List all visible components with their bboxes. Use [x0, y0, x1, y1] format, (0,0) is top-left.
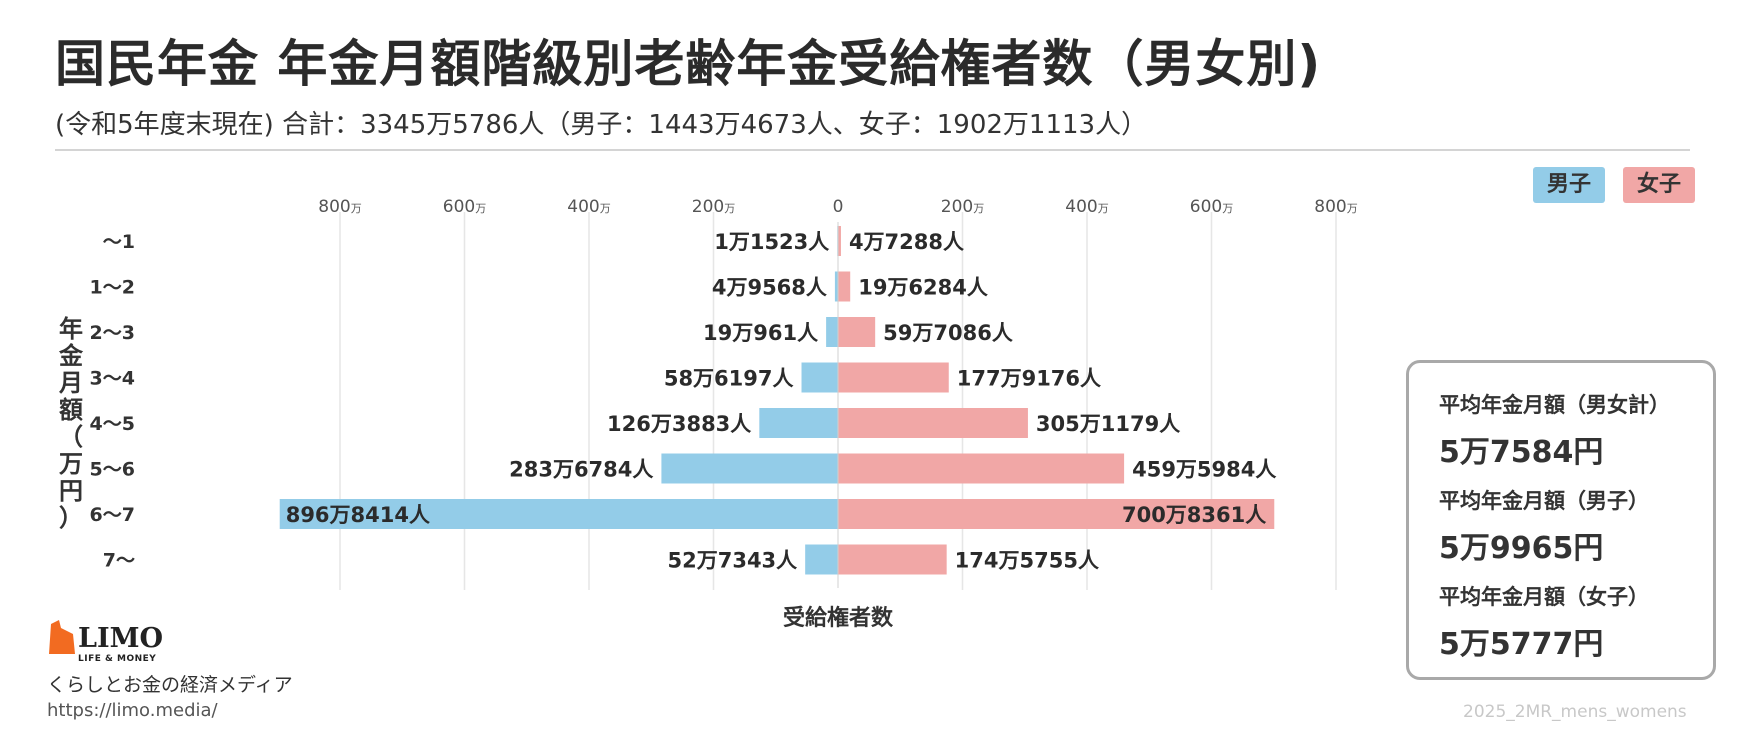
bar-male [661, 453, 838, 484]
logo-subtext: LIFE & MONEY [78, 654, 157, 664]
bar-female [838, 362, 949, 393]
data-label-male: 52万7343人 [668, 549, 798, 573]
avg-total-value: 5万7584円 [1439, 435, 1604, 470]
bar-female [838, 226, 841, 256]
x-tick-label: 200万 [692, 197, 735, 217]
bar-male [759, 408, 838, 438]
x-tick-label: 0 [833, 197, 844, 217]
data-label-male: 896万8414人 [286, 503, 430, 527]
bar-male [805, 544, 838, 575]
data-label-female: 459万5984人 [1132, 458, 1276, 482]
x-tick-label: 200万 [941, 197, 984, 217]
x-tick-label: 600万 [443, 197, 486, 217]
bar-male [279, 499, 839, 529]
logo-text: LIMO [78, 623, 164, 654]
tagline: くらしとお金の経済メディア [47, 674, 293, 696]
y-axis-title-char: 金 [59, 342, 83, 370]
x-tick-label: 800万 [1314, 197, 1357, 217]
category-label: 6〜7 [90, 504, 135, 526]
bar-male [834, 271, 838, 302]
data-label-male: 283万6784人 [509, 458, 653, 482]
y-axis-title-char: ） [59, 504, 83, 532]
y-axis-title-char: 円 [59, 477, 83, 505]
credit-text: 2025_2MR_mens_womens [1463, 702, 1687, 722]
avg-female-label: 平均年金月額（女子） [1439, 585, 1649, 609]
category-label: 5〜6 [90, 459, 135, 481]
site-url[interactable]: https://limo.media/ [47, 700, 218, 721]
bar-female [838, 271, 851, 302]
bar-female [838, 453, 1125, 484]
page-subtitle: (令和5年度末現在) 合計：3345万5786人（男子：1443万4673人、女… [55, 110, 1148, 140]
data-label-female: 4万7288人 [849, 230, 964, 254]
data-label-female: 59万7086人 [883, 321, 1013, 345]
y-axis-title-char: （ [59, 423, 83, 451]
avg-male-value: 5万9965円 [1439, 531, 1604, 566]
x-tick-label: 800万 [318, 197, 361, 217]
data-label-female: 305万1179人 [1036, 412, 1180, 436]
y-axis-title-char: 万 [59, 450, 83, 478]
x-tick-label: 400万 [1065, 197, 1108, 217]
y-axis-title-char: 年 [59, 315, 83, 343]
x-tick-label: 400万 [567, 197, 610, 217]
average-summary-box: 平均年金月額（男女計） 5万7584円 平均年金月額（男子） 5万9965円 平… [1406, 360, 1716, 680]
data-label-male: 1万1523人 [714, 230, 829, 254]
bar-female [838, 544, 947, 575]
x-tick-label: 600万 [1190, 197, 1233, 217]
bar-female [838, 317, 876, 347]
data-label-male: 4万9568人 [712, 276, 827, 300]
bar-female [838, 408, 1028, 438]
x-axis-title: 受給権者数 [783, 605, 894, 631]
y-axis-title-char: 額 [59, 396, 83, 424]
page-title: 国民年金 年金月額階級別老齢年金受給権者数（男女別) [55, 35, 1322, 93]
divider [55, 149, 1690, 151]
bar-female [838, 499, 1275, 529]
y-axis-title: 年金月額（万円） [52, 316, 90, 532]
limo-logo-icon [49, 620, 75, 654]
category-label: 2〜3 [90, 322, 135, 344]
bar-male [826, 317, 838, 347]
y-axis-title-char: 月 [59, 369, 83, 397]
avg-female-value: 5万5777円 [1439, 627, 1604, 662]
data-label-female: 19万6284人 [858, 276, 988, 300]
category-label: 4〜5 [90, 413, 135, 435]
avg-male-label: 平均年金月額（男子） [1439, 489, 1649, 513]
avg-total-label: 平均年金月額（男女計） [1439, 393, 1670, 417]
category-label: 1〜2 [90, 277, 135, 299]
category-label: 7〜 [103, 550, 135, 572]
legend-female: 女子 [1623, 167, 1696, 203]
data-label-female: 177万9176人 [957, 367, 1101, 391]
category-label: 〜1 [103, 231, 135, 253]
category-label: 3〜4 [90, 368, 135, 390]
data-label-female: 700万8361人 [1122, 503, 1266, 527]
data-label-male: 58万6197人 [664, 367, 794, 391]
data-label-male: 19万961人 [703, 321, 818, 345]
data-label-female: 174万5755人 [955, 549, 1099, 573]
data-label-male: 126万3883人 [607, 412, 751, 436]
bar-male [801, 362, 838, 393]
legend-male: 男子 [1533, 167, 1606, 203]
